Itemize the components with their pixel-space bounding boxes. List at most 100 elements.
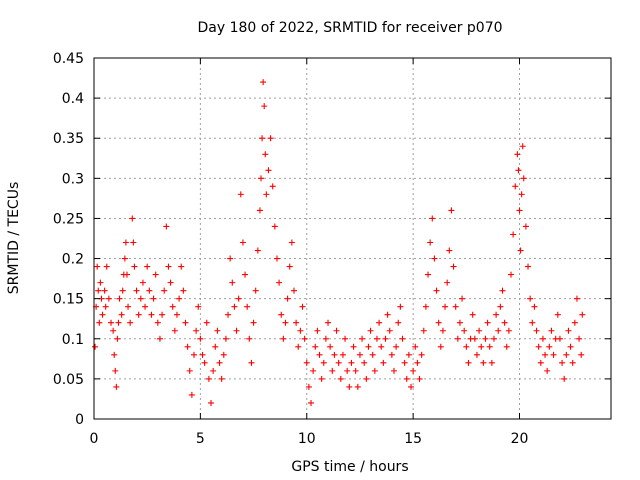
data-point xyxy=(180,287,187,294)
data-point xyxy=(199,351,206,358)
data-point xyxy=(102,303,109,310)
data-point xyxy=(531,303,538,310)
data-point xyxy=(376,319,383,326)
data-point xyxy=(350,343,357,350)
x-tick-label: 0 xyxy=(90,431,99,447)
data-point xyxy=(118,311,125,318)
data-point xyxy=(569,359,576,366)
data-point xyxy=(103,263,110,270)
data-point xyxy=(327,343,334,350)
data-point xyxy=(262,151,269,158)
data-point xyxy=(335,359,342,366)
data-point xyxy=(548,327,555,334)
ticks xyxy=(93,57,611,420)
data-point xyxy=(493,311,500,318)
data-point xyxy=(246,335,253,342)
data-point xyxy=(269,183,276,190)
data-point xyxy=(367,327,374,334)
data-point xyxy=(92,343,99,350)
data-point xyxy=(244,303,251,310)
data-point xyxy=(137,295,144,302)
data-point xyxy=(259,135,266,142)
data-point xyxy=(305,383,312,390)
data-point xyxy=(203,319,210,326)
data-point xyxy=(382,335,389,342)
y-tick-label: 0.25 xyxy=(53,211,84,227)
data-point xyxy=(201,359,208,366)
data-point xyxy=(139,279,146,286)
data-point xyxy=(573,295,580,302)
data-point xyxy=(561,375,568,382)
data-point xyxy=(556,335,563,342)
data-point xyxy=(290,287,297,294)
data-point xyxy=(456,319,463,326)
data-point xyxy=(401,359,408,366)
data-point xyxy=(386,327,393,334)
data-point xyxy=(258,175,265,182)
data-point xyxy=(105,295,112,302)
data-point xyxy=(229,279,236,286)
data-point xyxy=(463,343,470,350)
data-point xyxy=(373,335,380,342)
data-point xyxy=(222,335,229,342)
data-point xyxy=(252,287,259,294)
data-point xyxy=(418,351,425,358)
data-point xyxy=(165,263,172,270)
data-point xyxy=(142,303,149,310)
data-point xyxy=(331,351,338,358)
y-tick-label: 0.1 xyxy=(62,332,84,348)
data-point xyxy=(101,287,108,294)
data-point xyxy=(408,383,415,390)
data-point xyxy=(271,223,278,230)
data-point xyxy=(216,359,223,366)
data-point xyxy=(231,303,238,310)
data-point xyxy=(388,351,395,358)
data-point xyxy=(123,271,130,278)
data-point xyxy=(427,239,434,246)
data-point xyxy=(397,303,404,310)
data-point xyxy=(148,311,155,318)
data-point xyxy=(567,343,574,350)
data-point xyxy=(486,343,493,350)
data-point xyxy=(208,399,215,406)
data-point xyxy=(448,207,455,214)
data-point xyxy=(405,351,412,358)
data-point xyxy=(420,327,427,334)
data-point xyxy=(550,351,557,358)
y-tick-labels: 0 0.05 0.1 0.15 0.2 0.25 0.3 0.35 0.4 0.45 xyxy=(53,51,84,428)
data-point xyxy=(519,143,526,150)
data-point xyxy=(225,311,232,318)
chart-title: Day 180 of 2022, SRMTID for receiver p07… xyxy=(197,20,502,36)
data-point xyxy=(325,319,332,326)
data-point xyxy=(218,375,225,382)
data-point xyxy=(576,335,583,342)
data-point xyxy=(282,319,289,326)
data-point xyxy=(220,351,227,358)
data-point xyxy=(295,343,302,350)
data-point xyxy=(239,239,246,246)
data-point xyxy=(121,255,128,262)
data-point xyxy=(97,279,104,286)
x-tick-label: 20 xyxy=(511,431,529,447)
data-point xyxy=(111,351,118,358)
data-point xyxy=(425,271,432,278)
data-point xyxy=(169,303,176,310)
data-point xyxy=(316,351,323,358)
data-point xyxy=(116,295,123,302)
grid xyxy=(94,58,611,419)
data-point xyxy=(235,295,242,302)
data-point xyxy=(380,359,387,366)
data-point xyxy=(210,367,217,374)
x-tick-label: 15 xyxy=(404,431,422,447)
data-point xyxy=(579,311,586,318)
data-point xyxy=(163,223,170,230)
data-point xyxy=(399,335,406,342)
plot-frame xyxy=(93,57,612,420)
data-point xyxy=(361,359,368,366)
data-point xyxy=(488,359,495,366)
data-point xyxy=(384,311,391,318)
data-point xyxy=(429,215,436,222)
y-tick-label: 0 xyxy=(75,412,84,428)
y-tick-label: 0.3 xyxy=(62,171,84,187)
